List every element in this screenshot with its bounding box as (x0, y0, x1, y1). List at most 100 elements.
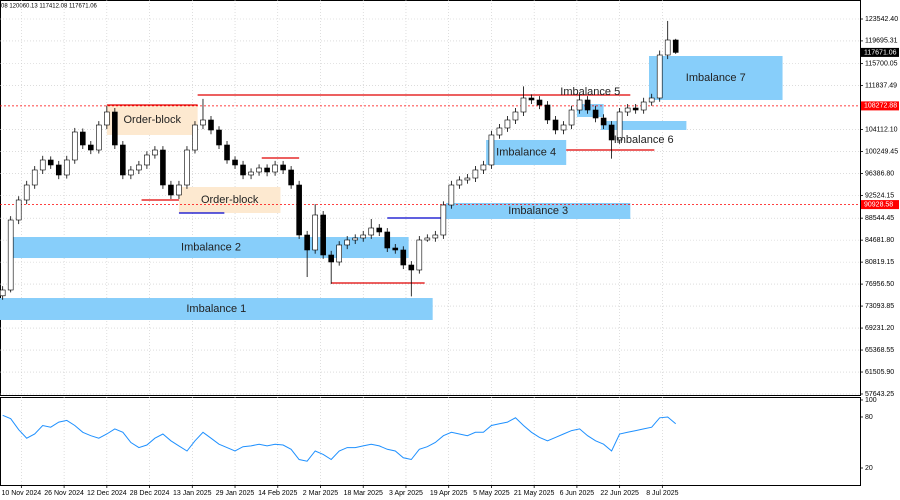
candle-body (120, 144, 126, 176)
zone (649, 56, 783, 100)
x-tick-label: 29 Jan 2025 (216, 490, 255, 497)
x-tick-label: 8 Jul 2025 (646, 490, 678, 497)
y-tick-label: 123542.40 (865, 16, 898, 23)
x-tick-label: 28 Dec 2024 (130, 490, 170, 497)
candle-body (648, 97, 655, 103)
candle-body (208, 119, 214, 131)
candle-body (144, 154, 150, 166)
candle-body (368, 227, 375, 236)
zone-label: Imbalance 7 (686, 72, 746, 84)
zone-label: Imbalance 1 (186, 303, 246, 315)
candle-body (352, 237, 359, 241)
level-tag (861, 200, 899, 210)
candle-body (616, 111, 623, 141)
candle-body (592, 109, 599, 119)
candle-body (344, 239, 351, 246)
rsi-panel-frame (0, 397, 861, 486)
candle-body (304, 234, 310, 251)
candle-body (47, 159, 54, 166)
zone (106, 104, 198, 135)
x-tick-label: 13 Jan 2025 (173, 490, 212, 497)
y-tick-label: 84681.80 (865, 237, 894, 244)
zone (486, 139, 567, 165)
zone (600, 120, 687, 130)
candle-body (632, 107, 639, 111)
y-tick-label: 100249.45 (865, 148, 898, 155)
candle-body (440, 204, 447, 236)
candle-body (39, 159, 46, 171)
level-tag (861, 101, 899, 111)
candle-body (376, 227, 383, 233)
level-label: 90928.58 (864, 201, 893, 208)
candle-body (360, 234, 367, 239)
candle-body (464, 177, 471, 181)
y-tick-label: 65368.55 (865, 347, 894, 354)
candle-body (184, 149, 190, 186)
y-tick-label: 73093.85 (865, 303, 894, 310)
x-tick-label: 14 Feb 2025 (258, 490, 297, 497)
candle-body (544, 104, 551, 121)
y-tick-label: 61505.90 (865, 369, 894, 376)
candle-body (528, 97, 535, 101)
candle-body (112, 111, 118, 146)
price-tag-label: 117671.06 (864, 49, 897, 56)
rsi-tick-label: 80 (865, 414, 873, 421)
candle-body (136, 164, 142, 171)
zone-label: Order-block (124, 114, 182, 126)
candle-body (272, 164, 278, 173)
candle-body (432, 234, 439, 239)
candle-body (416, 239, 423, 271)
candle-body (536, 99, 543, 106)
x-tick-label: 3 Apr 2025 (389, 490, 423, 497)
price-tag (861, 47, 899, 57)
y-tick-label: 80819.15 (865, 259, 894, 266)
candle-body (328, 254, 334, 263)
candle-body (656, 54, 663, 99)
candle-body (160, 149, 166, 186)
zone (446, 202, 631, 219)
candle-body (152, 149, 158, 156)
candle-body (560, 124, 567, 131)
x-tick-label: 10 Nov 2024 (2, 490, 42, 497)
candle-body (288, 169, 294, 186)
candle-body (296, 184, 302, 236)
candle-body (672, 39, 679, 53)
zone-label: Imbalance 2 (181, 241, 241, 253)
y-tick-label: 104112.10 (865, 126, 898, 133)
candle-body (256, 167, 262, 173)
candle-body (240, 164, 246, 176)
candle-body (280, 164, 286, 171)
candle-body (520, 97, 527, 113)
candle-body (504, 119, 511, 129)
zone-label: Imbalance 6 (614, 134, 674, 146)
candle-body (400, 249, 407, 266)
candle-body (104, 111, 110, 126)
candle-body (576, 99, 583, 111)
main-panel-frame (0, 0, 861, 396)
candle-body (456, 179, 463, 186)
y-tick-label: 76956.50 (865, 281, 894, 288)
candle-body (15, 199, 22, 221)
candle-body (664, 39, 671, 56)
candle-body (608, 124, 615, 141)
y-tick-label: 69231.20 (865, 325, 894, 332)
candle-body (168, 184, 174, 196)
candle-body (448, 184, 455, 206)
candle-body (23, 184, 30, 201)
x-tick-label: 22 Jun 2025 (600, 490, 639, 497)
candle-body (472, 169, 479, 179)
y-tick-label: 88544.45 (865, 215, 894, 222)
header-text: 08 120060.13 117412.08 117671.06 (1, 4, 98, 10)
candle-body (248, 171, 254, 176)
y-tick-label: 92524.15 (865, 192, 894, 199)
candle-body (488, 134, 495, 166)
candle-body (336, 244, 342, 263)
candle-body (71, 131, 78, 161)
candle-body (232, 159, 238, 166)
candle-body (392, 247, 399, 251)
candle-body (480, 164, 487, 171)
candle-body (408, 264, 415, 271)
candle-body (320, 214, 326, 256)
x-tick-label: 6 Jun 2025 (560, 490, 595, 497)
